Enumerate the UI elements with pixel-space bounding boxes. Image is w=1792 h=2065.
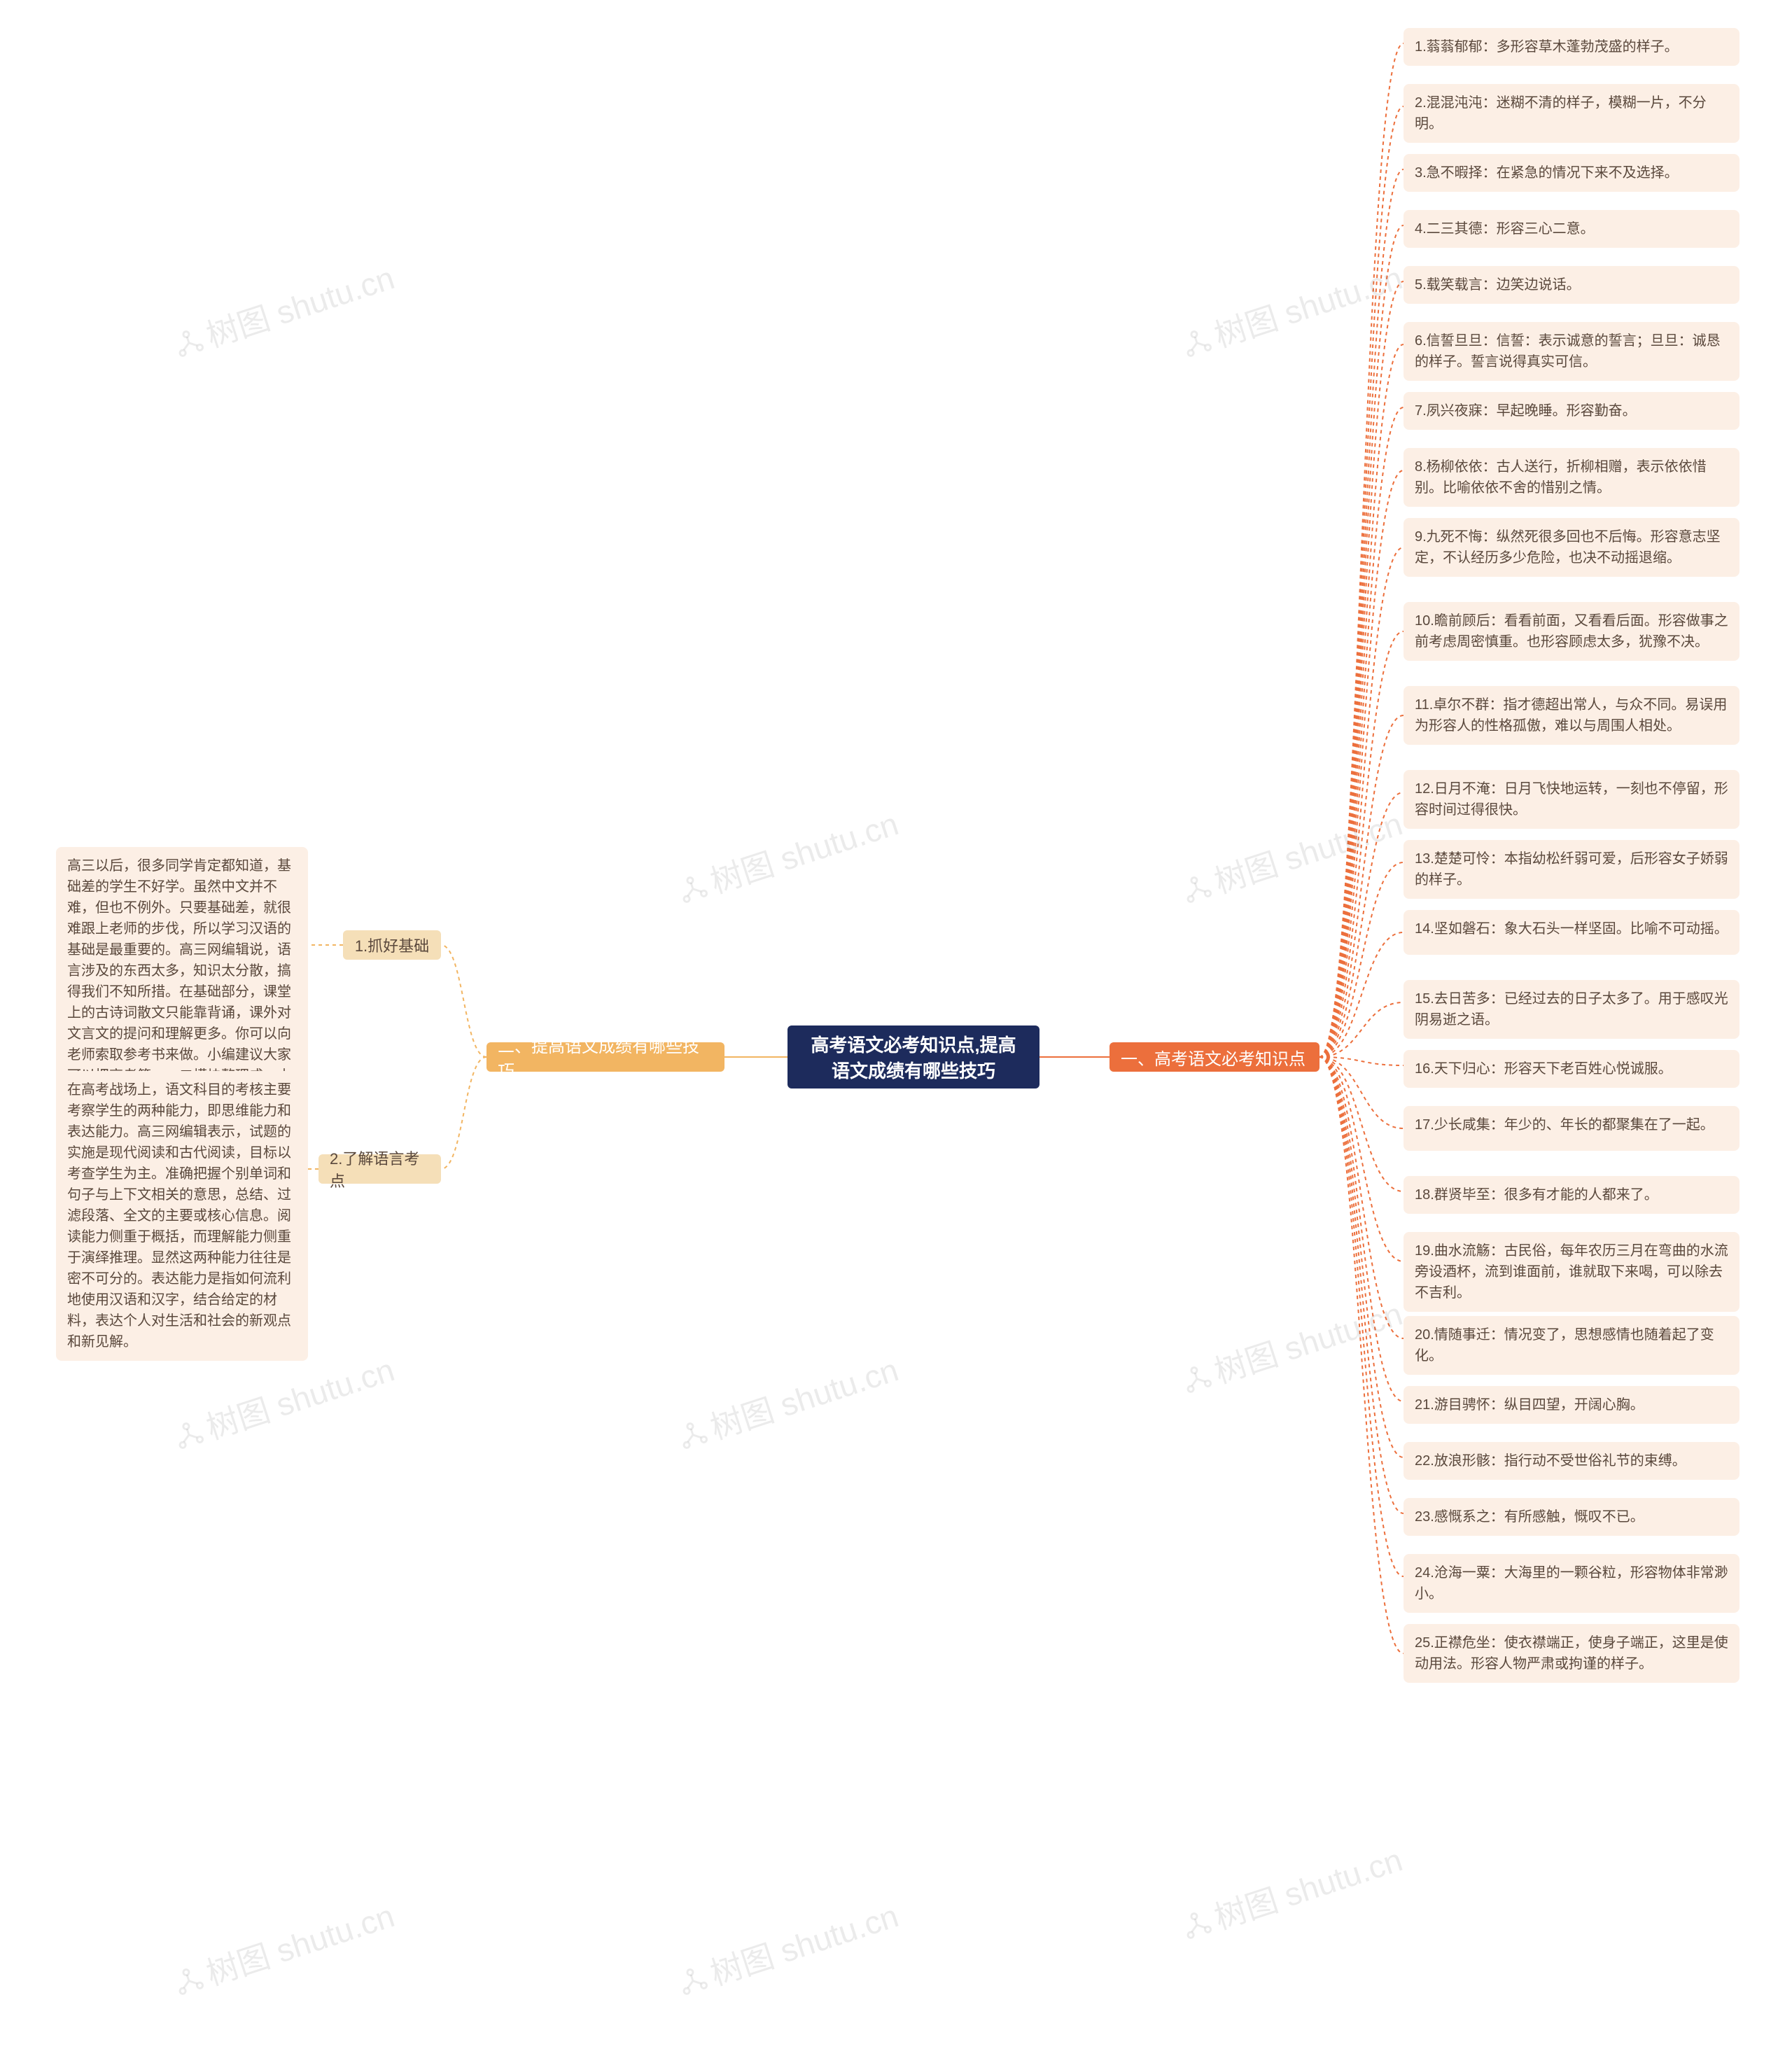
left-sub-1: 1.抓好基础 [343,930,441,960]
right-leaf-3: 3.急不暇择：在紧急的情况下来不及选择。 [1404,154,1740,192]
right-leaf-20: 20.情随事迁：情况变了，思想感情也随着起了变化。 [1404,1316,1740,1375]
right-leaf-7: 7.夙兴夜寐：早起晚睡。形容勤奋。 [1404,392,1740,430]
right-leaf-2: 2.混混沌沌：迷糊不清的样子，模糊一片，不分明。 [1404,84,1740,143]
root-node: 高考语文必考知识点,提高 语文成绩有哪些技巧 [788,1026,1040,1088]
right-leaf-16: 16.天下归心：形容天下老百姓心悦诚服。 [1404,1050,1740,1088]
right-leaf-17: 17.少长咸集：年少的、年长的都聚集在了一起。 [1404,1106,1740,1151]
watermark: 树图 shutu.cn [671,1891,904,2005]
watermark: 树图 shutu.cn [1175,799,1408,913]
right-leaf-25: 25.正襟危坐：使衣襟端正，使身子端正，这里是使动用法。形容人物严肃或拘谨的样子… [1404,1624,1740,1683]
right-leaf-19: 19.曲水流觞：古民俗，每年农历三月在弯曲的水流旁设酒杯，流到谁面前，谁就取下来… [1404,1232,1740,1312]
branch-right-label: 一、高考语文必考知识点 [1121,1045,1306,1070]
right-leaf-12: 12.日月不淹：日月飞快地运转，一刻也不停留，形容时间过得很快。 [1404,770,1740,829]
watermark: 树图 shutu.cn [167,1345,400,1460]
branch-right: 一、高考语文必考知识点 [1110,1042,1320,1072]
right-leaf-22: 22.放浪形骸：指行动不受世俗礼节的束缚。 [1404,1442,1740,1480]
right-leaf-23: 23.感慨系之：有所感触，慨叹不已。 [1404,1498,1740,1536]
right-leaf-13: 13.楚楚可怜：本指幼松纤弱可爱，后形容女子娇弱的样子。 [1404,840,1740,899]
branch-left: 二、提高语文成绩有哪些技巧 [486,1042,724,1072]
watermark: 树图 shutu.cn [671,799,904,913]
watermark: 树图 shutu.cn [1175,1289,1408,1404]
right-leaf-1: 1.蓊蓊郁郁：多形容草木蓬勃茂盛的样子。 [1404,28,1740,66]
branch-left-label: 二、提高语文成绩有哪些技巧 [498,1032,713,1082]
watermark: 树图 shutu.cn [167,1891,400,2005]
left-leaf-2: 在高考战场上，语文科目的考核主要考察学生的两种能力，即思维能力和表达能力。高三网… [56,1071,308,1361]
right-leaf-4: 4.二三其德：形容三心二意。 [1404,210,1740,248]
watermark: 树图 shutu.cn [671,1345,904,1460]
right-leaf-15: 15.去日苦多：已经过去的日子太多了。用于感叹光阴易逝之语。 [1404,980,1740,1039]
watermark: 树图 shutu.cn [1175,253,1408,368]
watermark: 树图 shutu.cn [167,253,400,368]
right-leaf-5: 5.载笑载言：边笑边说话。 [1404,266,1740,304]
right-leaf-14: 14.坚如磐石：象大石头一样坚固。比喻不可动摇。 [1404,910,1740,955]
right-leaf-9: 9.九死不悔：纵然死很多回也不后悔。形容意志坚定，不认经历多少危险，也决不动摇退… [1404,518,1740,577]
right-leaf-8: 8.杨柳依依：古人送行，折柳相赠，表示依依惜别。比喻依依不舍的惜别之情。 [1404,448,1740,507]
right-leaf-18: 18.群贤毕至：很多有才能的人都来了。 [1404,1176,1740,1214]
right-leaf-10: 10.瞻前顾后：看看前面，又看看后面。形容做事之前考虑周密慎重。也形容顾虑太多，… [1404,602,1740,661]
watermark: 树图 shutu.cn [1175,1835,1408,1949]
right-leaf-11: 11.卓尔不群：指才德超出常人，与众不同。易误用为形容人的性格孤傲，难以与周围人… [1404,686,1740,745]
left-sub-2: 2.了解语言考点 [318,1154,441,1184]
right-leaf-24: 24.沧海一粟：大海里的一颗谷粒，形容物体非常渺小。 [1404,1554,1740,1613]
right-leaf-6: 6.信誓旦旦：信誓：表示诚意的誓言；旦旦：诚恳的样子。誓言说得真实可信。 [1404,322,1740,381]
root-line2: 语文成绩有哪些技巧 [800,1057,1027,1083]
right-leaf-21: 21.游目骋怀：纵目四望，开阔心胸。 [1404,1386,1740,1424]
root-line1: 高考语文必考知识点,提高 [800,1031,1027,1057]
